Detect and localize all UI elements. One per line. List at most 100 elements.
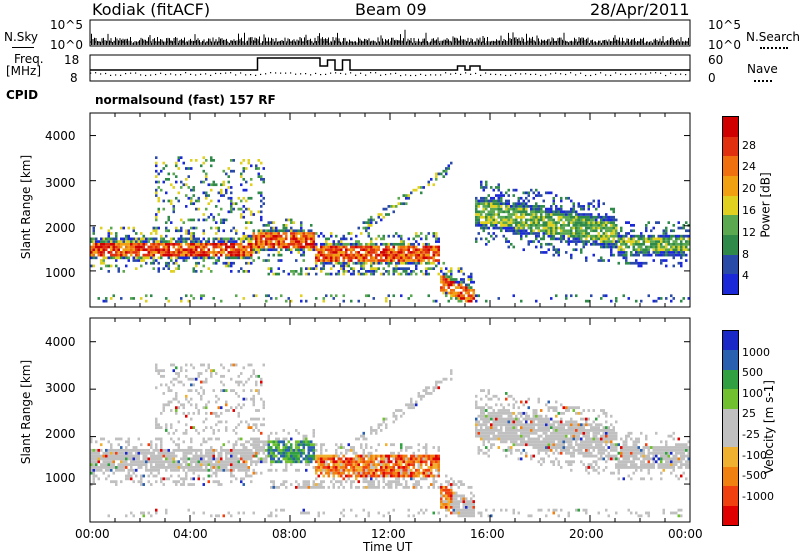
heatmap-cell — [92, 226, 95, 230]
heatmap-cell — [132, 251, 135, 254]
heatmap-cell — [370, 474, 373, 478]
heatmap-cell — [337, 253, 340, 257]
heatmap-cell — [315, 471, 318, 475]
heatmap-cell — [647, 237, 650, 241]
heatmap-cell — [467, 299, 470, 303]
heatmap-cell — [427, 232, 430, 235]
heatmap-cell — [230, 471, 233, 475]
heatmap-cell — [127, 443, 130, 447]
nave-dot — [650, 72, 652, 74]
heatmap-cell — [520, 229, 523, 233]
heatmap-cell — [577, 237, 580, 241]
heatmap-cell — [275, 460, 278, 464]
heatmap-cell — [412, 251, 415, 254]
heatmap-cell — [302, 237, 305, 241]
heatmap-cell — [155, 366, 158, 370]
heatmap-cell — [247, 451, 250, 455]
heatmap-cell — [347, 471, 350, 475]
heatmap-cell — [267, 223, 270, 227]
heatmap-cell — [177, 468, 180, 472]
heatmap-cell — [265, 223, 268, 227]
heatmap-cell — [117, 437, 120, 441]
heatmap-cell — [350, 480, 353, 484]
heatmap-cell — [612, 253, 615, 257]
heatmap-cell — [275, 272, 278, 276]
heatmap-cell — [410, 261, 413, 265]
heatmap-cell — [322, 480, 325, 484]
heatmap-cell — [370, 460, 373, 464]
nave-dot — [115, 74, 117, 76]
heatmap-cell — [637, 245, 640, 249]
heatmap-cell — [340, 474, 343, 478]
heatmap-cell — [542, 234, 545, 238]
heatmap-cell — [195, 242, 198, 246]
heatmap-cell — [367, 485, 370, 489]
heatmap-cell — [610, 251, 613, 254]
heatmap-cell — [507, 221, 510, 224]
heatmap-cell — [427, 245, 430, 249]
heatmap-cell — [142, 474, 145, 478]
heatmap-cell — [142, 457, 145, 461]
heatmap-cell — [682, 234, 685, 238]
heatmap-cell — [257, 240, 260, 243]
heatmap-cell — [147, 253, 150, 257]
nave-label: Nave — [747, 62, 778, 76]
heatmap-cell — [137, 466, 140, 469]
heatmap-cell — [502, 210, 505, 214]
heatmap-cell — [167, 460, 170, 464]
heatmap-cell — [255, 237, 258, 241]
heatmap-cell — [235, 460, 238, 464]
heatmap-cell — [247, 234, 250, 238]
heatmap-cell — [547, 234, 550, 238]
heatmap-cell — [305, 267, 308, 271]
heatmap-cell — [410, 272, 413, 276]
heatmap-cell — [357, 256, 360, 260]
heatmap-cell — [675, 251, 678, 254]
heatmap-cell — [245, 245, 248, 249]
heatmap-cell — [535, 218, 538, 222]
heatmap-cell — [190, 403, 193, 407]
heatmap-cell — [230, 474, 233, 478]
heatmap-cell — [125, 237, 128, 241]
heatmap-cell — [320, 251, 323, 254]
heatmap-cell — [512, 229, 515, 233]
heatmap-cell — [237, 411, 240, 415]
heatmap-cell — [300, 270, 303, 273]
heatmap-cell — [155, 245, 158, 249]
heatmap-cell — [175, 259, 178, 262]
heatmap-cell — [177, 460, 180, 464]
heatmap-cell — [100, 466, 103, 469]
heatmap-cell — [320, 242, 323, 246]
heatmap-cell — [205, 256, 208, 260]
heatmap-cell — [125, 474, 128, 478]
heatmap-cell — [190, 446, 193, 449]
heatmap-cell — [375, 466, 378, 469]
heatmap-cell — [437, 248, 440, 252]
heatmap-cell — [665, 229, 668, 233]
heatmap-cell — [112, 256, 115, 260]
heatmap-cell — [270, 463, 273, 467]
heatmap-cell — [417, 234, 420, 238]
heatmap-cell — [175, 226, 178, 230]
heatmap-cell — [307, 234, 310, 238]
heatmap-cell — [522, 221, 525, 224]
heatmap-cell — [140, 297, 143, 300]
heatmap-cell — [455, 291, 458, 295]
heatmap-cell — [545, 232, 548, 235]
heatmap-cell — [515, 215, 518, 219]
heatmap-cell — [227, 460, 230, 464]
heatmap-cell — [637, 237, 640, 241]
heatmap-cell — [205, 377, 208, 381]
heatmap-cell — [235, 454, 238, 458]
nsearch-label: N.Search — [746, 30, 800, 44]
heatmap-cell — [377, 483, 380, 486]
heatmap-cell — [630, 261, 633, 265]
heatmap-cell — [327, 259, 330, 262]
heatmap-cell — [645, 261, 648, 265]
heatmap-cell — [227, 237, 230, 241]
heatmap-cell — [265, 229, 268, 233]
heatmap-cell — [192, 457, 195, 461]
heatmap-cell — [615, 223, 618, 227]
heatmap-cell — [665, 264, 668, 268]
heatmap-cell — [610, 253, 613, 257]
